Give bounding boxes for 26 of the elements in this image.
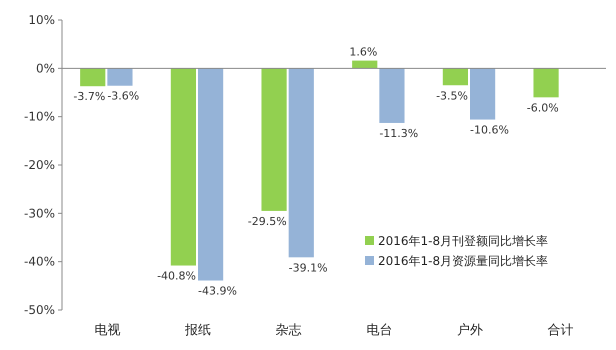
x-tick-label: 合计 <box>548 323 574 338</box>
x-tick-label: 报纸 <box>184 323 211 338</box>
x-tick-label: 户外 <box>457 323 483 338</box>
data-label: -3.5% <box>436 89 468 102</box>
legend-label: 2016年1-8月资源量同比增长率 <box>378 254 548 268</box>
data-label: -10.6% <box>470 124 509 137</box>
data-label: -3.6% <box>107 90 140 103</box>
data-label: -39.1% <box>288 261 328 274</box>
data-label: -11.3% <box>379 126 418 140</box>
y-tick-label: -20% <box>24 158 55 172</box>
data-label: -40.8% <box>157 270 196 283</box>
y-tick-label: -40% <box>24 254 55 269</box>
x-tick-label: 电视 <box>94 323 120 338</box>
data-label: 1.6% <box>349 46 378 59</box>
data-label: -3.7% <box>73 90 106 104</box>
data-label: -6.0% <box>526 101 559 114</box>
y-tick-label: 0% <box>36 61 55 76</box>
data-label: -29.5% <box>248 214 287 228</box>
y-tick-label: -30% <box>24 206 55 220</box>
y-tick-label: -50% <box>24 303 55 317</box>
x-tick-label: 电台 <box>366 323 392 338</box>
y-tick-label: 10% <box>28 13 55 27</box>
x-tick-label: 杂志 <box>276 323 302 338</box>
data-label: -43.9% <box>198 284 237 298</box>
legend-label: 2016年1-8月刊登额同比增长率 <box>378 234 548 248</box>
y-tick-label: -10% <box>24 110 55 124</box>
